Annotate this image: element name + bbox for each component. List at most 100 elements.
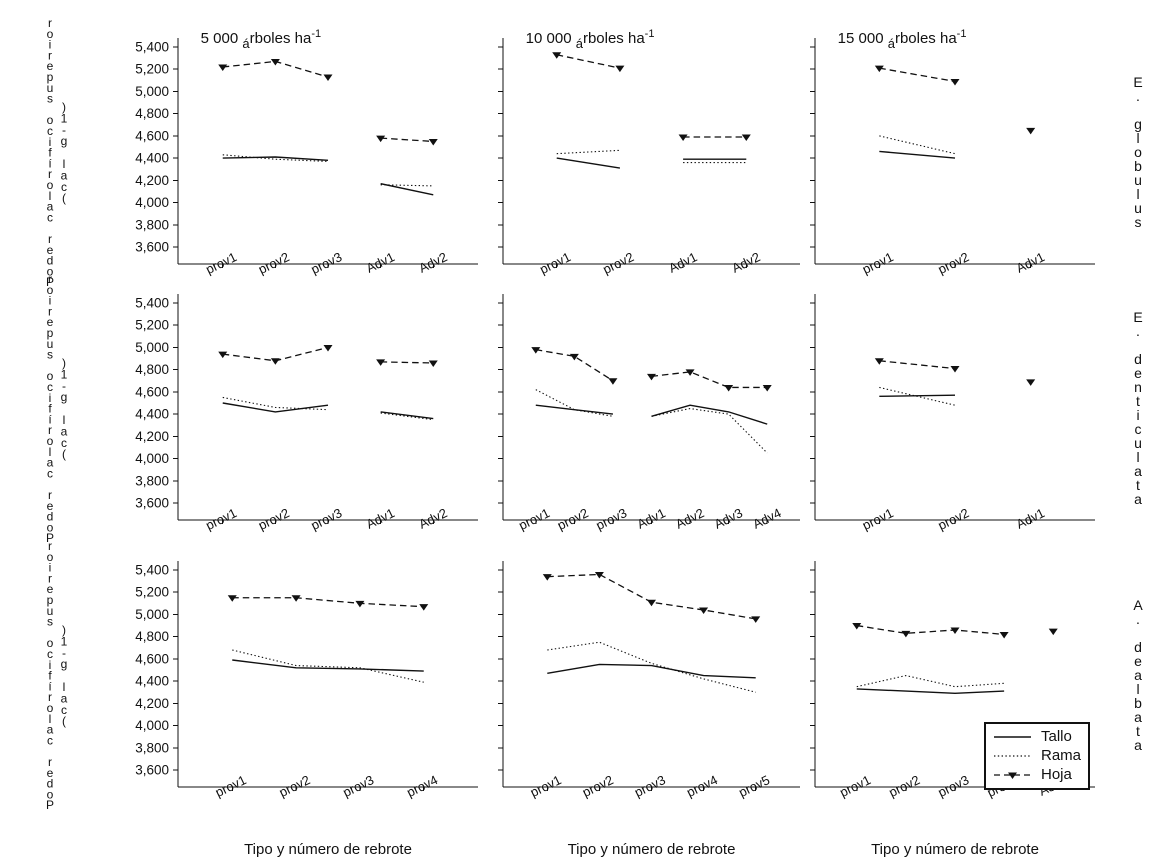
triangle-marker: [376, 359, 386, 366]
density-exponent: -1: [311, 28, 322, 40]
x-axis-title-col2: Tipo y número de rebrote: [567, 841, 736, 858]
density-accent-char: á: [575, 36, 583, 51]
y-tick-label: 4,400: [135, 151, 169, 166]
series-hoja: [879, 67, 956, 83]
x-tick-label: prov2: [256, 249, 292, 277]
dotted-line-icon: [994, 754, 1031, 757]
y-tick-label: 5,400: [135, 563, 169, 578]
series-hoja: [547, 573, 756, 620]
density-exponent: -1: [644, 28, 655, 40]
series-tallo: [856, 688, 1005, 695]
y-axis-unit-text: )1-g lac(: [57, 99, 71, 203]
y-tick-label: 4,000: [135, 718, 169, 733]
legend-item-rama: Rama: [992, 746, 1082, 765]
triangle-marker: [678, 134, 688, 141]
y-tick-label: 5,400: [135, 40, 169, 55]
series-rama: [556, 149, 620, 155]
density-accent-char: á: [887, 36, 895, 51]
x-tick-label: prov2: [936, 505, 972, 533]
triangle-marker: [270, 58, 280, 66]
x-tick-label: prov1: [537, 249, 573, 277]
panel-r1-c1: prov1 prov2 prov3 Adv1 Adv2 Adv3 Adv4: [498, 294, 800, 533]
series-tallo: [879, 150, 956, 159]
y-tick-label: 4,400: [135, 674, 169, 689]
x-tick-label: Adv1: [1014, 505, 1047, 531]
series-tallo: [547, 663, 756, 679]
triangle-marker: [419, 604, 429, 611]
y-tick-label: 4,400: [135, 407, 169, 422]
x-tick-label: prov1: [860, 249, 896, 277]
y-tick-label: 4,200: [135, 173, 169, 188]
series-hoja: [879, 360, 956, 370]
panel-r0-c0: 3,600 3,800 4,000 4,200 4,400 4,600 4,800 5,000…: [135, 38, 478, 277]
panel-r0-c1: prov1 prov2 Adv1 Adv2: [498, 38, 800, 277]
triangle-marker: [552, 52, 562, 59]
triangle-marker: [724, 384, 734, 392]
species-text: E. denticulata: [1130, 309, 1146, 505]
legend: Tallo Rama Hoja: [984, 722, 1090, 790]
density-exponent: -1: [956, 28, 967, 40]
x-tick-label: prov2: [277, 772, 313, 800]
series-hoja: [651, 371, 768, 389]
triangle-marker: [999, 631, 1009, 639]
x-tick-label: prov1: [203, 505, 239, 533]
series-tallo: [380, 182, 434, 196]
x-tick-label: prov1: [516, 505, 552, 533]
series-rama: [535, 389, 614, 417]
density-number: 5 000: [200, 30, 243, 47]
x-tick-label: Adv4: [750, 505, 783, 531]
x-tick-label: prov2: [256, 505, 292, 533]
triangle-marker: [852, 623, 862, 630]
series-tallo: [556, 157, 621, 169]
x-tick-label: prov1: [837, 772, 873, 800]
x-tick-label: Adv2: [673, 505, 706, 531]
x-tick-label: prov3: [309, 249, 345, 277]
x-tick-label: Adv1: [364, 505, 397, 531]
series-rama: [879, 135, 956, 155]
triangle-marker: [376, 135, 386, 143]
legend-item-tallo: Tallo: [992, 727, 1082, 746]
triangle-marker: [699, 607, 709, 614]
legend-label: Hoja: [1041, 766, 1072, 783]
panel-r2-c1: prov1 prov2 prov3 prov4 prov5: [498, 561, 800, 800]
triangle-marker: [428, 360, 438, 367]
series-tallo: [232, 659, 424, 672]
species-text: E. globulus: [1130, 74, 1146, 228]
dashed-line-triangle-icon: [994, 772, 1031, 779]
x-tick-label: Adv2: [416, 505, 449, 531]
y-tick-label: 4,200: [135, 429, 169, 444]
density-unit: rboles ha: [894, 30, 957, 47]
x-tick-label: Adv1: [1014, 249, 1047, 275]
legend-item-hoja: Hoja: [992, 765, 1082, 784]
x-tick-label: prov2: [580, 772, 616, 800]
x-tick-label: Adv2: [416, 249, 449, 275]
triangle-marker: [874, 358, 884, 365]
series-rama: [222, 396, 329, 411]
triangle-marker: [355, 600, 365, 608]
triangle-marker: [323, 344, 333, 352]
triangle-marker: [218, 64, 228, 71]
series-tallo: [651, 404, 768, 425]
density-accent-char: á: [242, 36, 250, 51]
series-rama: [232, 649, 424, 683]
series-rama: [222, 154, 329, 162]
y-tick-label: 3,800: [135, 740, 169, 755]
x-tick-label: prov1: [860, 505, 896, 533]
triangle-marker: [1026, 379, 1036, 386]
series-tallo: [535, 404, 614, 415]
series-hoja: [856, 624, 1005, 636]
triangle-marker: [531, 347, 541, 354]
triangle-marker: [569, 353, 579, 361]
triangle-marker: [218, 351, 228, 359]
legend-label: Rama: [1041, 747, 1082, 764]
x-tick-label: prov1: [203, 249, 239, 277]
density-unit: rboles ha: [582, 30, 645, 47]
series-hoja: [380, 361, 434, 364]
triangle-marker: [291, 595, 301, 602]
solid-line-icon: [994, 735, 1031, 738]
triangle-marker: [950, 78, 960, 86]
y-tick-label: 4,800: [135, 106, 169, 121]
x-tick-label: prov3: [593, 505, 629, 533]
